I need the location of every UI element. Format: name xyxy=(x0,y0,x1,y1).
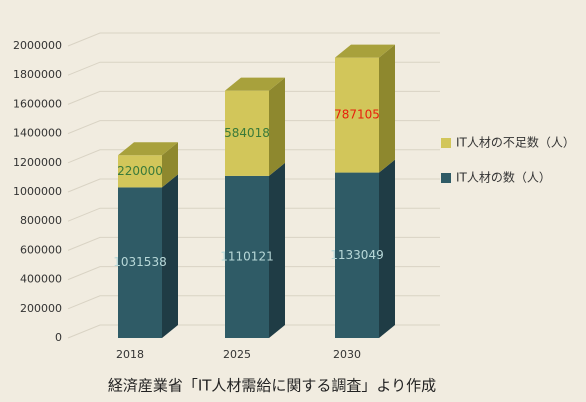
y-tick-label: 400000 xyxy=(20,273,62,286)
bar-side xyxy=(269,77,285,176)
bar-segment xyxy=(118,187,162,338)
x-tick-label: 2030 xyxy=(333,348,361,361)
legend-label: IT人材の数（人） xyxy=(456,170,551,185)
data-label: 1031538 xyxy=(113,255,166,269)
bar-side xyxy=(269,162,285,338)
grid-line xyxy=(67,90,440,105)
y-tick-label: 600000 xyxy=(20,243,62,256)
y-tick-label: 1800000 xyxy=(13,68,62,81)
grid-line xyxy=(67,61,440,76)
grid-line xyxy=(67,178,440,193)
bar-side xyxy=(379,44,395,173)
y-tick-label: 2000000 xyxy=(13,39,62,52)
legend-swatch xyxy=(441,138,451,148)
y-tick-label: 1200000 xyxy=(13,156,62,169)
bar-side xyxy=(379,159,395,338)
data-label: 787105 xyxy=(334,108,380,122)
legend-swatch xyxy=(441,173,451,183)
bar-segment xyxy=(225,175,269,338)
grid-line xyxy=(67,295,440,310)
bar-segment xyxy=(225,90,269,176)
grid-line xyxy=(67,236,440,251)
bar-segment xyxy=(118,155,162,188)
bar-segment xyxy=(335,57,379,173)
bar-top xyxy=(118,142,178,156)
x-tick-label: 2018 xyxy=(116,348,144,361)
grid-line xyxy=(67,120,440,135)
y-tick-label: 200000 xyxy=(20,302,62,315)
bar-side xyxy=(162,142,178,188)
bar-side xyxy=(162,174,178,338)
grid-line xyxy=(67,32,440,47)
grid-line xyxy=(67,149,440,164)
grid-line xyxy=(67,207,440,222)
grid-line xyxy=(67,266,440,281)
bar-top xyxy=(225,77,285,91)
grid-line xyxy=(67,324,440,339)
y-tick-label: 1400000 xyxy=(13,127,62,140)
data-label: 1110121 xyxy=(220,249,273,263)
data-label: 1133049 xyxy=(330,248,383,262)
y-tick-label: 800000 xyxy=(20,214,62,227)
data-label: 584018 xyxy=(224,126,270,140)
legend-label: IT人材の不足数（人） xyxy=(456,135,575,150)
data-label: 220000 xyxy=(117,164,163,178)
y-tick-label: 0 xyxy=(55,331,62,344)
bar-top xyxy=(335,44,395,58)
caption: 経済産業省「IT人材需給に関する調査」より作成 xyxy=(108,377,436,395)
bar-segment xyxy=(335,172,379,338)
x-tick-label: 2025 xyxy=(223,348,251,361)
y-tick-label: 1600000 xyxy=(13,97,62,110)
y-tick-label: 1000000 xyxy=(13,185,62,198)
